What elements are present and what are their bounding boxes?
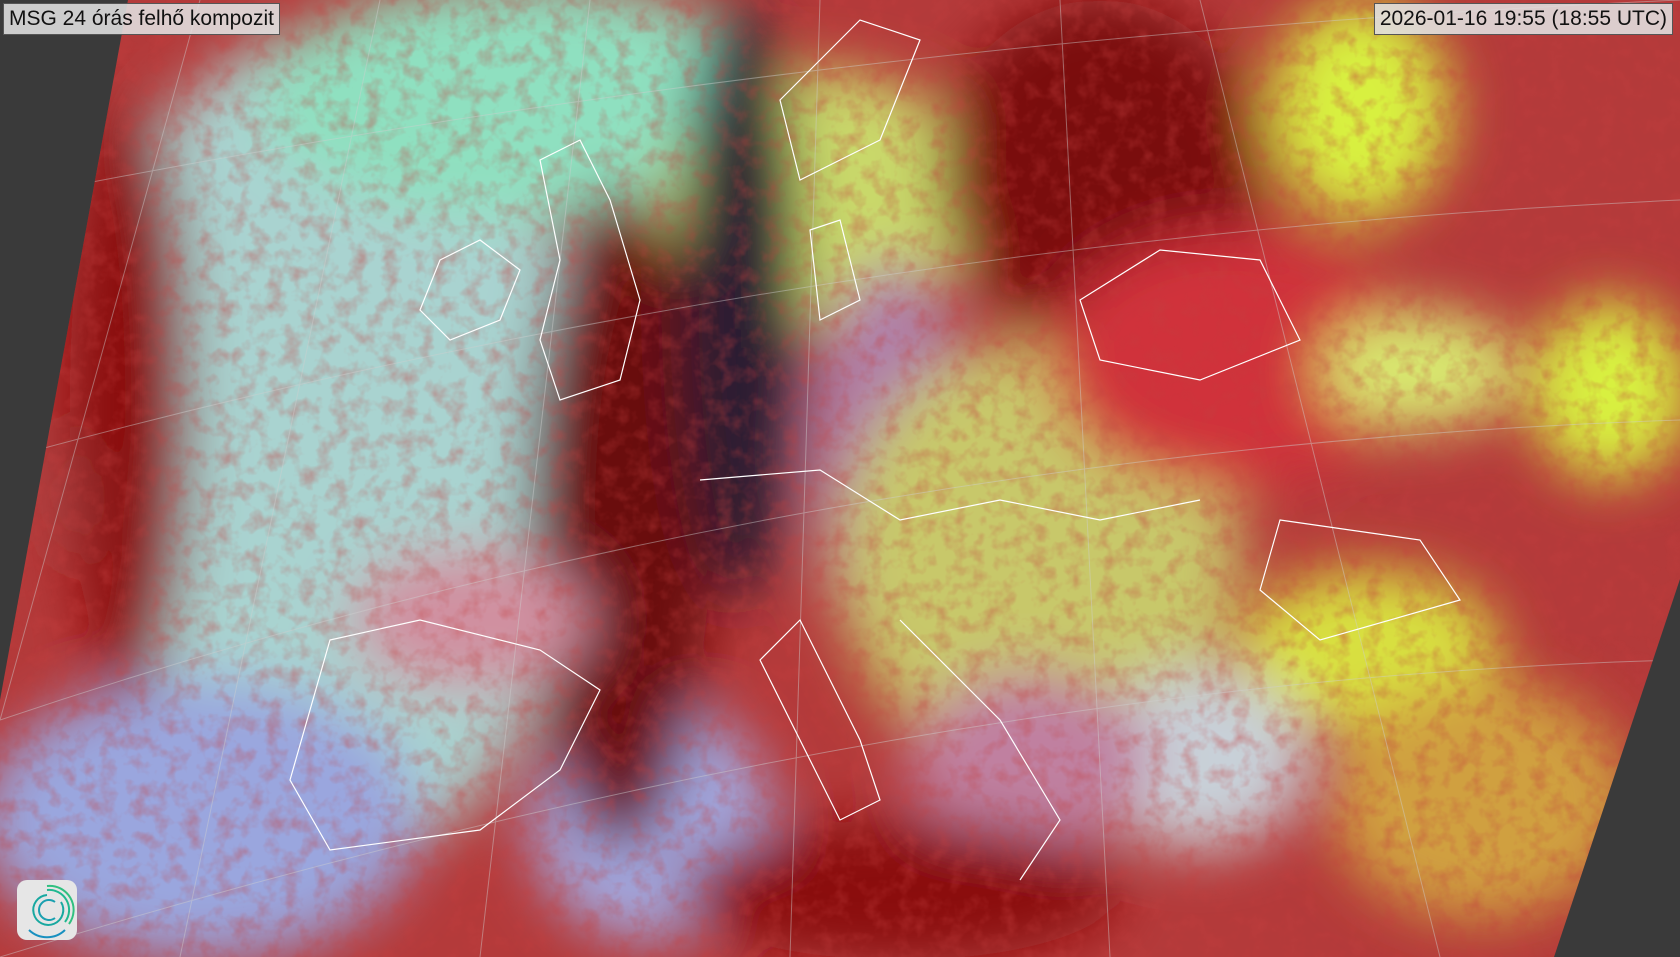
timestamp-label: 2026-01-16 19:55 (18:55 UTC) (1373, 3, 1673, 35)
coastlines-and-borders (289, 19, 1461, 881)
product-title: MSG 24 órás felhő kompozit (3, 3, 280, 35)
spiral-logo-icon (17, 880, 77, 940)
